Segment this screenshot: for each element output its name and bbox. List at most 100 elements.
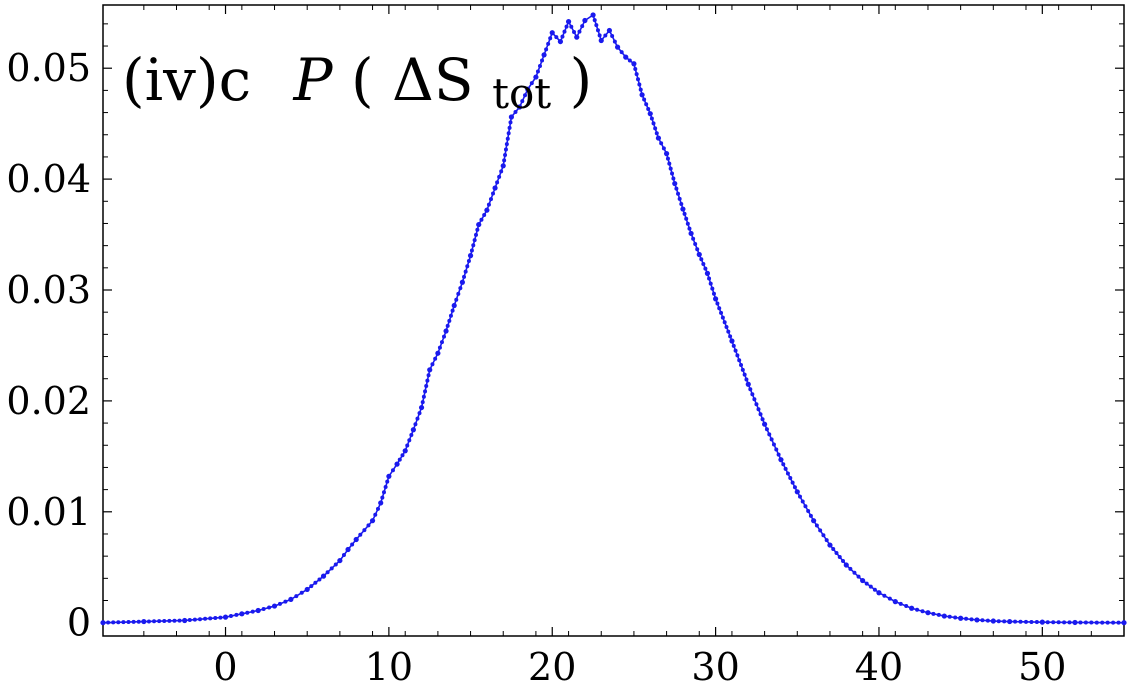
data-point-dense xyxy=(1078,620,1083,625)
data-point-dense xyxy=(711,291,716,296)
data-point-dense xyxy=(572,29,577,34)
data-point xyxy=(827,542,833,548)
chart-title-symbol: P xyxy=(293,46,334,114)
data-point-dense xyxy=(808,513,813,518)
data-point-dense xyxy=(798,494,803,499)
data-point xyxy=(476,221,482,228)
data-point-dense xyxy=(776,452,781,457)
data-point-dense xyxy=(121,620,126,625)
data-point-dense xyxy=(417,411,422,416)
data-point-dense xyxy=(409,433,414,438)
x-tick-label: 20 xyxy=(528,645,576,689)
data-point xyxy=(794,489,800,495)
data-point xyxy=(239,611,245,617)
data-point-dense xyxy=(341,553,346,558)
data-point-dense xyxy=(719,310,724,315)
data-point-dense xyxy=(208,616,213,621)
data-point xyxy=(745,381,751,387)
data-point-dense xyxy=(814,523,819,528)
data-point-dense xyxy=(373,512,378,517)
data-point-dense xyxy=(475,227,480,232)
data-point-dense xyxy=(482,212,487,217)
data-point-dense xyxy=(898,601,903,606)
data-point-dense xyxy=(520,99,525,104)
data-point-dense xyxy=(495,180,500,185)
data-point-dense xyxy=(447,318,452,323)
data-point-dense xyxy=(642,97,647,102)
data-point-dense xyxy=(162,619,167,624)
data-point-dense xyxy=(385,479,390,484)
data-point-dense xyxy=(421,394,426,399)
data-point-dense xyxy=(612,39,617,44)
y-tick-label: 0.03 xyxy=(6,268,91,312)
data-point xyxy=(182,617,188,624)
data-point-dense xyxy=(715,301,720,306)
data-point-dense xyxy=(497,174,502,179)
data-point-dense xyxy=(277,601,282,606)
data-point xyxy=(484,207,490,213)
data-point-dense xyxy=(172,618,177,623)
data-point xyxy=(500,163,506,169)
data-point-dense xyxy=(661,146,666,151)
data-point xyxy=(467,253,474,259)
data-point-dense xyxy=(654,131,659,136)
data-point xyxy=(320,573,327,579)
data-point-dense xyxy=(679,201,684,206)
data-point-dense xyxy=(390,468,395,473)
data-point-dense xyxy=(638,87,643,92)
data-point xyxy=(688,230,694,237)
data-point-dense xyxy=(818,528,823,533)
data-point-dense xyxy=(744,377,749,382)
data-point-dense xyxy=(703,266,708,271)
data-point-dense xyxy=(203,616,208,621)
data-point-dense xyxy=(821,533,826,538)
data-point-dense xyxy=(560,34,565,39)
data-point-dense xyxy=(676,191,681,196)
data-point-dense xyxy=(665,156,670,161)
data-point-dense xyxy=(693,241,698,246)
data-point xyxy=(606,27,613,34)
data-point-dense xyxy=(456,291,461,296)
data-point-dense xyxy=(294,594,299,599)
data-point xyxy=(418,404,425,411)
data-point-dense xyxy=(454,297,459,302)
data-point-dense xyxy=(750,392,755,397)
data-point-dense xyxy=(513,110,518,115)
data-point-dense xyxy=(634,72,639,77)
data-point-dense xyxy=(758,412,763,417)
data-point-dense xyxy=(507,125,512,130)
data-point-dense xyxy=(529,81,534,86)
data-point-dense xyxy=(537,63,542,68)
data-point-dense xyxy=(722,320,727,325)
data-point-dense xyxy=(733,348,738,353)
data-point-dense xyxy=(720,315,725,320)
chart-title-close-paren: ) xyxy=(570,46,593,114)
data-point-dense xyxy=(213,615,218,620)
data-point-dense xyxy=(1045,620,1050,625)
data-point xyxy=(778,457,784,463)
data-point-dense xyxy=(1067,620,1072,625)
data-point-dense xyxy=(465,264,470,269)
data-point-dense xyxy=(790,480,795,485)
data-point-dense xyxy=(508,120,513,125)
data-point xyxy=(508,114,514,120)
chart-title-subscript: tot xyxy=(492,69,551,118)
data-point xyxy=(369,518,376,524)
data-point xyxy=(141,618,147,625)
data-point-dense xyxy=(333,562,338,567)
data-point-dense xyxy=(752,397,757,402)
data-point-dense xyxy=(450,308,455,313)
data-point-dense xyxy=(595,28,600,33)
data-point-dense xyxy=(708,281,713,286)
data-point xyxy=(557,38,564,45)
data-point-dense xyxy=(1029,619,1034,624)
data-point-dense xyxy=(701,261,706,266)
data-point xyxy=(614,44,621,50)
data-point-dense xyxy=(674,186,679,191)
data-point-dense xyxy=(499,169,504,174)
data-point-dense xyxy=(177,618,182,623)
data-point xyxy=(443,328,449,334)
data-point-dense xyxy=(651,121,656,126)
data-point xyxy=(876,590,882,596)
data-point-dense xyxy=(633,66,638,71)
